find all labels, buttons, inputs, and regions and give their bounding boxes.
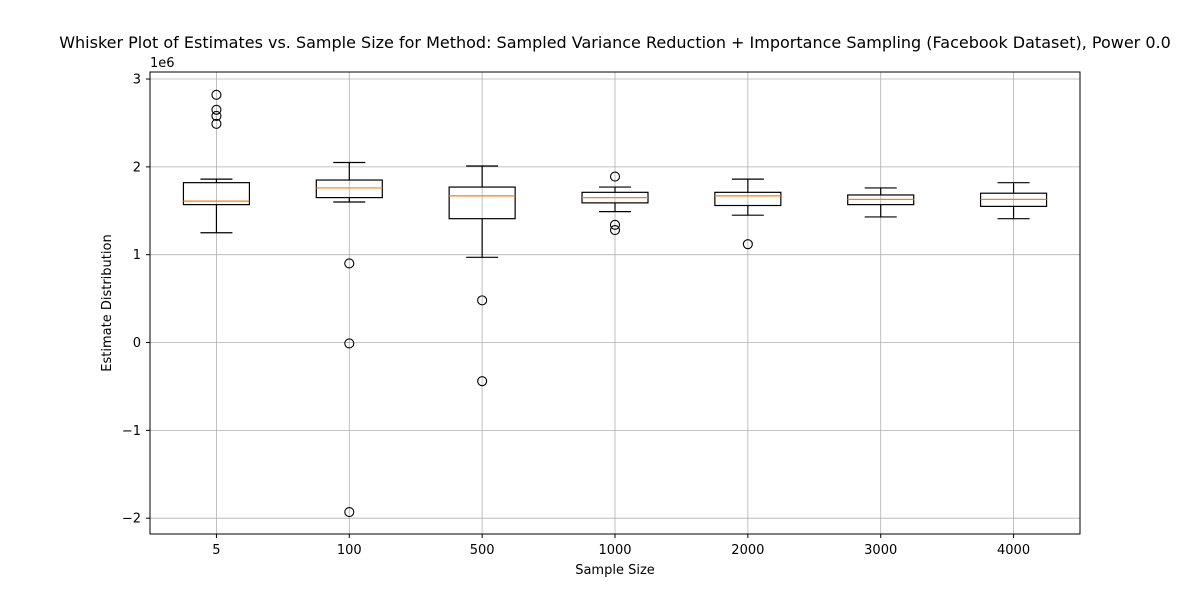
outlier-point <box>211 104 222 115</box>
iqr-box <box>315 179 383 199</box>
box-group-500 <box>448 165 516 387</box>
outlier-point <box>344 506 355 518</box>
y-tick-label: −1 <box>122 424 141 439</box>
outlier-point <box>609 219 621 230</box>
y-tick-label: 3 <box>133 73 141 88</box>
box-plot-marks <box>182 89 1048 518</box>
y-tick-label: 1 <box>133 248 141 263</box>
chart-title: Whisker Plot of Estimates vs. Sample Siz… <box>59 33 1171 52</box>
y-axis-label: Estimate Distribution <box>100 234 115 371</box>
outlier-point <box>211 110 222 121</box>
box-group-100 <box>315 161 383 518</box>
box-group-5 <box>182 89 251 234</box>
outlier-point <box>344 258 355 269</box>
y-tick-label: 2 <box>133 160 141 175</box>
x-tick-label: 1000 <box>598 543 631 558</box>
x-axis-label: Sample Size <box>575 563 655 578</box>
outlier-point <box>211 118 222 129</box>
x-tick-label: 500 <box>470 543 495 558</box>
iqr-box <box>448 186 516 220</box>
outlier-point <box>344 338 355 349</box>
outlier-point <box>477 295 488 306</box>
x-tick-label: 5 <box>212 543 220 558</box>
outlier-point <box>609 171 621 182</box>
x-tick-label: 2000 <box>731 543 764 558</box>
iqr-box <box>714 191 782 207</box>
y-axis-scale-label: 1e6 <box>150 56 175 71</box>
outlier-point <box>477 376 488 387</box>
outlier-point <box>211 89 222 100</box>
grid-lines <box>150 72 1080 534</box>
outlier-point <box>742 239 753 250</box>
box-group-4000 <box>979 182 1048 220</box>
outlier-point <box>609 225 621 236</box>
x-tick-label: 4000 <box>997 543 1030 558</box>
iqr-box <box>182 182 251 206</box>
axes: −2 −1 0 1 2 3 5 100 500 1000 2000 3000 4000 <box>122 73 1030 558</box>
box-group-1000 <box>581 171 649 236</box>
x-tick-label: 3000 <box>864 543 897 558</box>
box-group-3000 <box>847 187 915 218</box>
x-tick-label: 100 <box>337 543 362 558</box>
y-tick-label: 0 <box>133 336 141 351</box>
box-group-2000 <box>714 178 782 250</box>
y-tick-label: −2 <box>122 512 141 527</box>
